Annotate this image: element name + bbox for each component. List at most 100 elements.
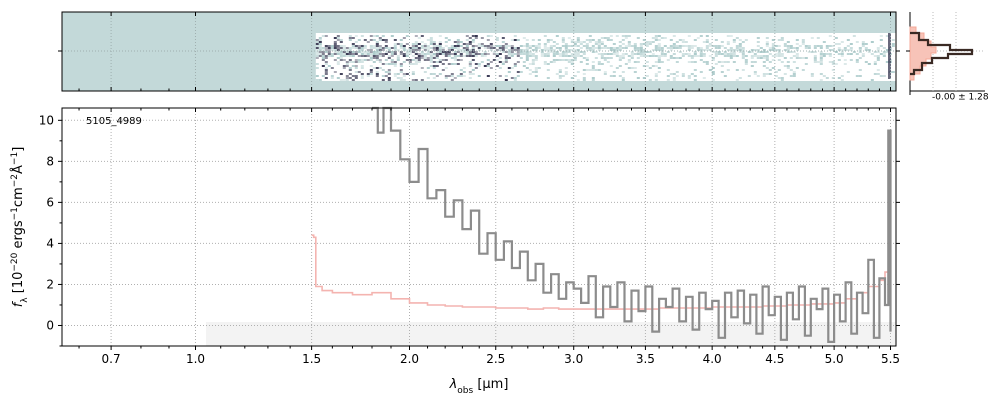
spectrum-2d-pixel [726,61,730,63]
spectrum-2d-pixel [315,39,319,41]
spectrum-2d-pixel [756,37,760,39]
spectrum-2d-pixel [648,67,652,69]
spectrum-2d-pixel [333,47,337,49]
spectrum-2d-pixel [360,77,364,79]
spectrum-2d-pixel [399,39,403,41]
spectrum-2d-pixel [561,75,565,77]
spectrum-2d-pixel [549,47,553,49]
spectrum-2d-pixel [345,47,349,49]
spectrum-2d-pixel [669,57,673,59]
spectrum-2d-pixel [351,61,355,63]
spectrum-2d-pixel [519,45,523,47]
spectrum-2d-pixel [384,39,388,41]
spectrum-2d-pixel [729,47,733,49]
spectrum-2d-pixel [357,51,361,53]
spectrum-2d-pixel [501,45,505,47]
spectrum-2d-pixel [852,51,856,53]
spectrum-2d-pixel [675,57,679,59]
spectrum-2d-pixel [774,75,778,77]
spectrum-2d-pixel [318,49,322,51]
spectrum-2d-pixel [777,77,781,79]
spectrum-2d-pixel [891,71,895,73]
spectrum-2d-pixel [555,59,559,61]
spectrum-2d-pixel [735,47,739,49]
spectrum-2d-pixel [369,45,373,47]
spectrum-2d-pixel [504,51,508,53]
spectrum-2d-pixel [459,55,463,57]
spectrum-2d-pixel [474,67,478,69]
spectrum-2d-pixel [570,45,574,47]
spectrum-2d-pixel [723,51,727,53]
spectrum-2d-pixel [315,47,319,49]
spectrum-2d-pixel [579,55,583,57]
spectrum-2d-pixel [615,67,619,69]
spectrum-2d-pixel [450,57,454,59]
spectrum-2d-pixel [621,43,625,45]
spectrum-2d-pixel [882,75,886,77]
spectrum-2d-pixel [702,41,706,43]
spectrum-2d-pixel [708,55,712,57]
spectrum-2d-pixel [381,53,385,55]
spectrum-2d-pixel [564,55,568,57]
spectrum-2d-pixel [441,53,445,55]
spectrum-2d-pixel [570,49,574,51]
spectrum-2d-pixel [315,41,319,43]
spectrum-2d-pixel [327,45,331,47]
spectrum-2d-pixel [324,45,328,47]
spectrum-2d-pixel [387,51,391,53]
spectrum-2d-pixel [543,45,547,47]
spectrum-2d-pixel [321,75,325,77]
spectrum-2d-pixel [567,61,571,63]
spectrum-2d-pixel [393,43,397,45]
spectrum-2d-pixel [420,67,424,69]
spectrum-2d-pixel [348,37,352,39]
spectrum-2d-pixel [642,49,646,51]
spectrum-2d-pixel [726,43,730,45]
spectrum-2d-pixel [549,39,553,41]
spectrum-2d-pixel [516,39,520,41]
spectrum-2d-pixel [354,71,358,73]
spectrum-2d-pixel [654,79,658,81]
spectrum-2d-pixel [603,59,607,61]
spectrum-2d-pixel [333,41,337,43]
spectrum-2d-pixel [456,41,460,43]
spectrum-2d-pixel [687,47,691,49]
spectrum-2d-pixel [717,45,721,47]
spectrum-2d-pixel [729,57,733,59]
spectrum-2d-pixel [444,59,448,61]
spectrum-2d-pixel [585,45,589,47]
spectrum-2d-pixel [564,43,568,45]
spectrum-2d-pixel [438,41,442,43]
spectrum-2d-pixel [564,45,568,47]
spectrum-2d-pixel [441,59,445,61]
spectrum-2d-pixel [639,49,643,51]
spectrum-2d-pixel [465,51,469,53]
spectrum-2d-pixel [711,79,715,81]
spectrum-2d-pixel [735,37,739,39]
spectrum-2d-pixel [774,71,778,73]
spectrum-2d-pixel [681,55,685,57]
spectrum-2d-pixel [846,39,850,41]
spectrum-2d-pixel [579,51,583,53]
spectrum-2d-pixel [504,79,508,81]
spectrum-2d-pixel [450,49,454,51]
spectrum-2d-pixel [468,53,472,55]
spectrum-2d-pixel [588,47,592,49]
spectrum-2d-pixel [366,75,370,77]
spectrum-2d-pixel [849,49,853,51]
spectrum-2d-pixel [810,37,814,39]
spectrum-2d-pixel [579,47,583,49]
spectrum-2d-pixel [795,49,799,51]
spectrum-2d-pixel [591,67,595,69]
spectrum-2d-pixel [699,55,703,57]
spectrum-2d-pixel [561,55,565,57]
spectrum-2d-pixel [513,53,517,55]
spectrum-2d-pixel [777,51,781,53]
spectrum-2d-pixel [525,67,529,69]
spectrum-2d-pixel [561,53,565,55]
spectrum-2d-image [315,33,896,81]
spectrum-2d-pixel [750,51,754,53]
spectrum-2d-pixel [591,69,595,71]
spectrum-2d-pixel [822,41,826,43]
